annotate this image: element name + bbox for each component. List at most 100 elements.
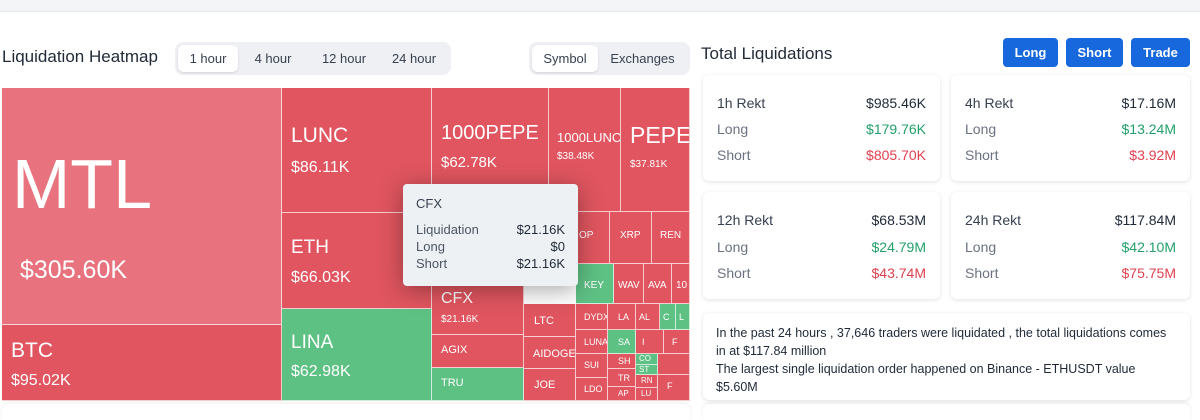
treemap-cell-al[interactable]: AL — [636, 304, 660, 330]
cell-symbol: JOE — [534, 379, 556, 391]
treemap-cell-l[interactable]: L — [676, 304, 690, 330]
cell-symbol: REN — [660, 230, 682, 241]
treemap-cell-lu[interactable]: LU — [636, 388, 658, 401]
cell-symbol: ETH — [291, 237, 329, 258]
time-range-tabs: 1 hour 4 hour 12 hour 24 hour — [175, 42, 451, 75]
tooltip-value: $21.16K — [516, 222, 565, 237]
treemap-cell-wav[interactable]: WAV — [614, 264, 644, 304]
treemap-cell-tr[interactable]: TR — [608, 369, 636, 387]
card-short-value: $75.75M — [1121, 265, 1176, 281]
cell-value: $305.60K — [20, 256, 128, 284]
tab-4-hour[interactable]: 4 hour — [254, 51, 292, 66]
treemap-cell-btc[interactable]: BTC $95.02K — [2, 325, 282, 401]
treemap-cell-op[interactable]: OP — [576, 212, 610, 264]
card-short-label: Short — [717, 147, 751, 163]
tooltip-row-liquidation: Liquidation $21.16K — [416, 221, 565, 238]
treemap-cell-dydx[interactable]: DYDX — [576, 304, 608, 330]
tooltip-label: Long — [416, 239, 445, 254]
treemap-cell-ldo[interactable]: LDO — [576, 378, 608, 401]
rekt-card-24h: 24h Rekt $117.84M Long $42.10M Short $75.75… — [951, 192, 1190, 299]
long-button[interactable]: Long — [1003, 38, 1058, 67]
treemap-cell-la[interactable]: LA — [608, 304, 636, 330]
treemap-cell-ltc[interactable]: LTC — [524, 304, 576, 337]
treemap-cell-sa[interactable]: SA — [608, 330, 636, 354]
treemap-cell-ap[interactable]: AP — [608, 387, 636, 401]
cell-symbol: MTL — [12, 145, 152, 223]
treemap-cell-rn[interactable]: RN — [636, 375, 658, 388]
cell-symbol: AIDOGE — [533, 348, 576, 360]
short-button[interactable]: Short — [1066, 38, 1123, 67]
cell-symbol: LINA — [291, 332, 334, 353]
tab-24-hour[interactable]: 24 hour — [391, 51, 437, 66]
tab-symbol[interactable]: Symbol — [532, 45, 598, 72]
card-long-label: Long — [965, 121, 997, 137]
tab-exchanges[interactable]: Exchanges — [610, 51, 675, 66]
card-short-value: $805.70K — [866, 147, 926, 163]
cell-symbol: AP — [618, 389, 629, 398]
card-short-label: Short — [965, 147, 999, 163]
liquidation-summary: In the past 24 hours , 37,646 traders we… — [703, 313, 1190, 400]
cell-symbol: CFX — [441, 290, 473, 307]
cell-value: $37.81K — [630, 159, 668, 170]
treemap-cell-i[interactable]: I — [636, 330, 664, 354]
treemap-cell-agix[interactable]: AGIX — [432, 335, 524, 368]
treemap-cell-lina[interactable]: LINA $62.98K — [282, 309, 432, 401]
tooltip-value: $21.16K — [516, 256, 565, 271]
cell-symbol: F — [672, 337, 678, 347]
cell-symbol: I — [642, 337, 645, 347]
top-bar — [0, 0, 1200, 12]
cell-value: $86.11K — [291, 159, 350, 176]
cell-symbol: LA — [618, 312, 630, 322]
tooltip-value: $0 — [550, 239, 565, 254]
cell-value: $62.78K — [441, 154, 497, 171]
cell-symbol: SUI — [584, 360, 600, 370]
trade-button[interactable]: Trade — [1131, 38, 1190, 67]
cell-symbol: SH — [618, 356, 631, 366]
treemap-cell-c[interactable]: C — [660, 304, 676, 330]
treemap-cell-sui[interactable]: SUI — [576, 354, 608, 378]
cell-symbol: 1000PEPE — [441, 122, 539, 144]
card-long-label: Long — [717, 121, 749, 137]
cell-symbol: 10 — [676, 280, 688, 291]
treemap-cell-pepe[interactable]: PEPE $37.81K — [621, 88, 690, 212]
treemap-cell-ren[interactable]: REN — [652, 212, 690, 264]
cell-symbol: 1000LUNC — [557, 130, 621, 145]
card-period: 12h Rekt — [717, 212, 774, 228]
treemap-cell-10[interactable]: 10 — [672, 264, 690, 304]
treemap-cell-joe[interactable]: JOE — [524, 369, 576, 401]
summary-line-2: The largest single liquidation order hap… — [716, 362, 1136, 394]
treemap-cell-red-small[interactable] — [658, 354, 690, 375]
treemap-cell-key[interactable]: KEY — [576, 264, 614, 304]
treemap-cell-st[interactable]: ST — [636, 365, 658, 375]
treemap-cell-f[interactable]: F — [664, 330, 690, 354]
treemap-cell-sh[interactable]: SH — [608, 354, 636, 369]
treemap-cell-mtl[interactable]: MTL $305.60K — [2, 88, 282, 325]
tab-1-hour[interactable]: 1 hour — [178, 45, 238, 72]
treemap-cell-luna[interactable]: LUNA — [576, 330, 608, 354]
tab-12-hour[interactable]: 12 hour — [321, 51, 367, 66]
card-total: $17.16M — [1121, 95, 1176, 111]
card-short-value: $3.92M — [1129, 147, 1176, 163]
view-tabs: Symbol Exchanges — [529, 42, 690, 75]
cell-symbol: SA — [618, 337, 631, 347]
card-long-label: Long — [965, 239, 997, 255]
cell-symbol: L — [679, 312, 685, 322]
cell-symbol: CO — [639, 354, 651, 363]
treemap-cell-f2[interactable]: F — [658, 375, 690, 401]
cell-symbol: PEPE — [630, 122, 690, 148]
card-long-label: Long — [717, 239, 749, 255]
card-short-label: Short — [965, 265, 999, 281]
treemap-tooltip: CFX Liquidation $21.16K Long $0 Short $2… — [403, 184, 578, 286]
cell-symbol: DYDX — [584, 312, 608, 322]
treemap-cell-xrp[interactable]: XRP — [610, 212, 652, 264]
treemap-cell-tru[interactable]: TRU — [432, 368, 524, 401]
card-long-value: $24.79M — [871, 239, 926, 255]
treemap-cell-ava[interactable]: AVA — [644, 264, 672, 304]
cell-symbol: LU — [641, 389, 652, 398]
next-panel-edge-right — [703, 404, 1190, 420]
cell-symbol: ST — [639, 365, 650, 374]
cell-symbol: AL — [639, 312, 651, 322]
cell-symbol: WAV — [618, 280, 640, 291]
treemap-cell-aidoge[interactable]: AIDOGE — [524, 337, 576, 369]
treemap-cell-co[interactable]: CO — [636, 354, 658, 365]
